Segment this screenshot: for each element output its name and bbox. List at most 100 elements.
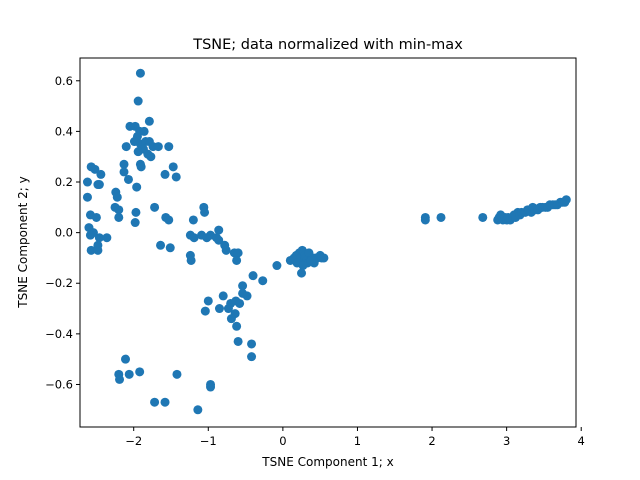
data-point bbox=[193, 405, 203, 415]
data-point bbox=[94, 233, 104, 243]
data-point bbox=[478, 212, 488, 222]
data-point bbox=[248, 271, 258, 281]
data-point bbox=[172, 369, 182, 379]
data-point bbox=[133, 147, 143, 157]
data-point bbox=[121, 354, 130, 364]
data-point bbox=[91, 212, 101, 222]
data-point bbox=[203, 296, 213, 306]
data-point bbox=[214, 304, 224, 314]
data-point bbox=[85, 230, 95, 240]
data-point bbox=[233, 336, 243, 346]
data-point bbox=[168, 162, 178, 172]
data-point bbox=[132, 182, 142, 192]
data-point bbox=[232, 255, 242, 265]
data-point bbox=[82, 177, 92, 187]
data-point bbox=[135, 367, 145, 377]
x-tick-label: 1 bbox=[354, 434, 361, 448]
chart-title: TSNE; data normalized with min-max bbox=[192, 37, 463, 53]
data-point bbox=[150, 397, 160, 407]
y-tick-label: −0.2 bbox=[45, 276, 73, 290]
data-point bbox=[114, 212, 124, 222]
data-point bbox=[94, 180, 104, 190]
data-point bbox=[186, 255, 196, 265]
data-point bbox=[242, 291, 252, 301]
data-point bbox=[297, 268, 307, 278]
data-point bbox=[133, 96, 143, 106]
data-point bbox=[119, 159, 129, 169]
data-point bbox=[124, 369, 134, 379]
data-point bbox=[200, 207, 210, 217]
data-point bbox=[135, 68, 145, 78]
data-point bbox=[247, 352, 257, 362]
data-point bbox=[139, 126, 149, 136]
x-tick-label: 0 bbox=[279, 434, 286, 448]
data-point bbox=[86, 162, 96, 172]
data-point bbox=[221, 245, 231, 255]
data-point bbox=[123, 174, 133, 184]
data-point bbox=[121, 142, 131, 152]
data-point bbox=[114, 205, 124, 215]
data-points bbox=[82, 68, 571, 415]
data-point bbox=[272, 261, 282, 271]
data-point bbox=[306, 255, 316, 265]
data-point bbox=[171, 172, 181, 182]
data-point bbox=[188, 215, 198, 225]
data-point bbox=[160, 397, 170, 407]
data-point bbox=[247, 339, 257, 349]
data-point bbox=[235, 298, 245, 308]
data-point bbox=[82, 192, 92, 202]
data-point bbox=[233, 248, 243, 258]
y-tick-label: 0.4 bbox=[55, 124, 73, 138]
x-axis-label: TSNE Component 1; x bbox=[261, 455, 393, 469]
data-point bbox=[160, 169, 170, 179]
data-point bbox=[214, 225, 224, 235]
y-axis-ticks: −0.6 −0.4 −0.2 0.0 0.2 0.4 0.6 bbox=[45, 74, 80, 391]
data-point bbox=[93, 245, 103, 255]
x-tick-label: 2 bbox=[428, 434, 435, 448]
data-point bbox=[223, 304, 233, 314]
x-tick-label: −1 bbox=[200, 434, 217, 448]
data-point bbox=[238, 281, 248, 291]
data-point bbox=[561, 195, 571, 205]
x-tick-label: −2 bbox=[125, 434, 142, 448]
data-point bbox=[96, 169, 106, 179]
data-point bbox=[232, 321, 242, 331]
data-point bbox=[218, 291, 228, 301]
data-point bbox=[146, 152, 156, 162]
data-point bbox=[112, 192, 122, 202]
data-point bbox=[102, 233, 112, 243]
data-point bbox=[165, 243, 175, 253]
data-point bbox=[131, 207, 141, 217]
data-point bbox=[119, 167, 129, 177]
data-point bbox=[298, 261, 308, 271]
data-point bbox=[144, 116, 154, 126]
data-point bbox=[420, 215, 430, 225]
data-point bbox=[153, 142, 163, 152]
data-point bbox=[150, 202, 160, 212]
data-point bbox=[86, 245, 96, 255]
data-point bbox=[115, 374, 125, 384]
data-point bbox=[258, 276, 268, 286]
data-point bbox=[319, 253, 329, 263]
plot-frame bbox=[79, 57, 577, 428]
data-point bbox=[211, 233, 221, 243]
data-point bbox=[130, 218, 140, 228]
data-point bbox=[189, 233, 199, 243]
x-tick-label: 3 bbox=[503, 434, 510, 448]
x-tick-label: 4 bbox=[578, 434, 585, 448]
data-point bbox=[200, 306, 210, 316]
y-tick-label: 0.0 bbox=[55, 226, 73, 240]
y-axis-label: TSNE Component 2; y bbox=[16, 176, 30, 308]
y-tick-label: 0.6 bbox=[55, 74, 73, 88]
y-tick-label: 0.2 bbox=[55, 175, 73, 189]
data-point bbox=[436, 212, 446, 222]
data-point bbox=[206, 382, 216, 392]
x-axis-ticks: −2 −1 0 1 2 3 4 bbox=[125, 427, 585, 448]
data-point bbox=[125, 121, 135, 131]
y-tick-label: −0.4 bbox=[45, 327, 73, 341]
data-point bbox=[164, 142, 174, 152]
data-point bbox=[156, 240, 166, 250]
data-point bbox=[226, 314, 236, 324]
y-tick-label: −0.6 bbox=[45, 377, 73, 391]
